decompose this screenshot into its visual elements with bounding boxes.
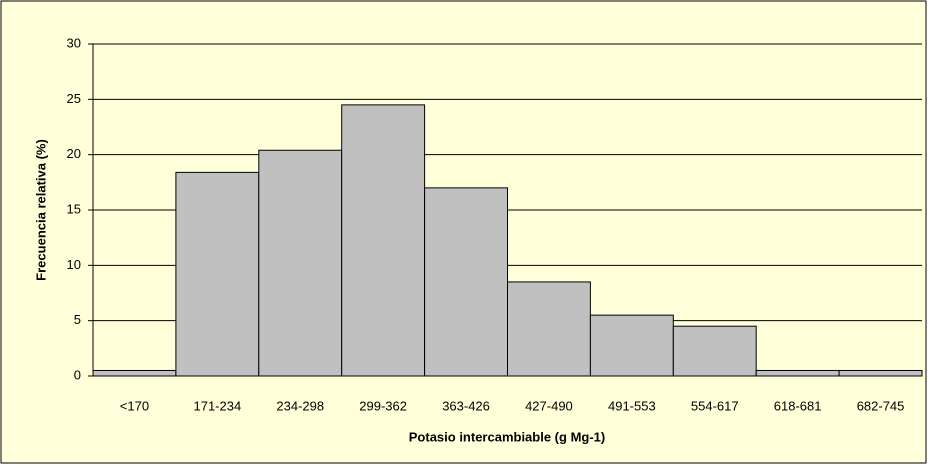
bar — [755, 369, 840, 377]
bar — [175, 171, 260, 377]
y-tick-label: 15 — [67, 201, 81, 216]
x-tick-label: <170 — [120, 398, 149, 413]
y-axis-title: Frecuencia relativa (%) — [33, 139, 48, 281]
y-tick-label: 20 — [67, 146, 81, 161]
x-tick-label: 682-745 — [857, 398, 905, 413]
x-tick-label: 234-298 — [276, 398, 324, 413]
bar — [424, 187, 509, 377]
x-tick-label: 299-362 — [359, 398, 407, 413]
x-axis-title: Potasio intercambiable (g Mg-1) — [409, 429, 605, 444]
x-tick-label: 491-553 — [608, 398, 656, 413]
bar — [341, 104, 426, 377]
x-tick-label: 171-234 — [193, 398, 241, 413]
x-tick-label: 363-426 — [442, 398, 490, 413]
bar — [507, 281, 591, 377]
y-tick-label: 10 — [67, 257, 81, 272]
bar — [258, 149, 343, 377]
x-tick-label: 618-681 — [774, 398, 822, 413]
bar — [672, 325, 757, 377]
bar — [92, 369, 177, 377]
x-tick-label: 427-490 — [525, 398, 573, 413]
y-tick-label: 25 — [67, 91, 81, 106]
y-tick-label: 0 — [74, 367, 81, 382]
y-tick-label: 5 — [74, 312, 81, 327]
bar — [589, 314, 674, 377]
bar — [838, 369, 923, 377]
y-tick-label: 30 — [67, 35, 81, 50]
x-tick-label: 554-617 — [691, 398, 739, 413]
